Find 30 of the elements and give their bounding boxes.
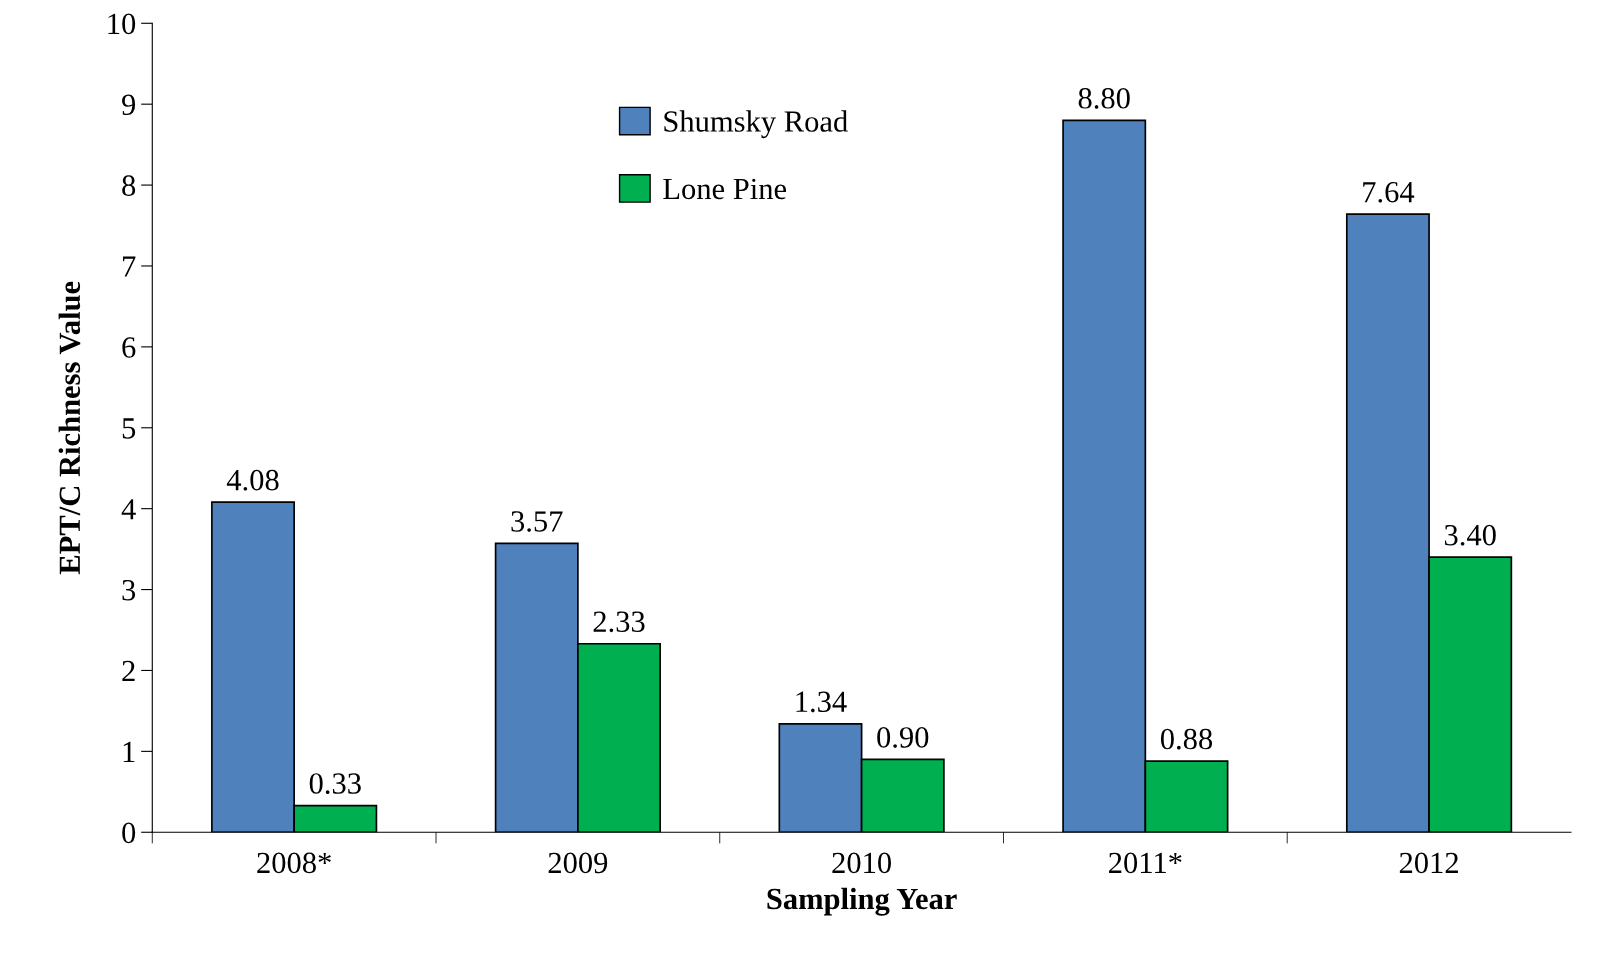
y-tick-label: 4 bbox=[121, 499, 136, 520]
y-tick-label: 9 bbox=[122, 94, 136, 116]
x-tick-label: 2012 bbox=[1399, 852, 1458, 874]
data-label: 7.64 bbox=[1363, 181, 1415, 203]
x-tick-label: 2009 bbox=[548, 852, 608, 874]
data-label: 2.33 bbox=[593, 611, 645, 633]
x-tick-label: 2010 bbox=[832, 852, 891, 874]
legend-label: Lone Pine bbox=[663, 178, 787, 200]
data-label: 0.88 bbox=[1160, 728, 1213, 750]
data-label: 0.90 bbox=[877, 727, 929, 748]
data-label: 1.34 bbox=[796, 691, 847, 713]
data-label: 3.40 bbox=[1444, 524, 1496, 546]
y-tick-label: 0 bbox=[122, 822, 136, 844]
y-tick-label: 2 bbox=[122, 660, 135, 682]
y-tick-label: 3 bbox=[122, 579, 136, 601]
y-tick-label: 5 bbox=[122, 418, 136, 439]
y-tick-label: 10 bbox=[108, 13, 136, 35]
x-axis-title: Sampling Year bbox=[767, 887, 957, 916]
y-tick-label: 7 bbox=[123, 256, 136, 277]
y-tick-label: 6 bbox=[122, 337, 136, 358]
x-tick-label: 2011* bbox=[1109, 852, 1182, 874]
y-tick-label: 8 bbox=[122, 175, 136, 196]
y-tick-label: 1 bbox=[123, 741, 135, 762]
data-label: 0.33 bbox=[309, 773, 361, 794]
data-label: 3.57 bbox=[511, 511, 563, 532]
data-label: 4.08 bbox=[226, 469, 279, 491]
x-tick-label: 2008* bbox=[257, 852, 331, 874]
data-label: 8.80 bbox=[1078, 87, 1130, 109]
legend-label: Shumsky Road bbox=[664, 110, 848, 139]
y-axis-title: EPT/C Richness Value bbox=[58, 281, 81, 575]
